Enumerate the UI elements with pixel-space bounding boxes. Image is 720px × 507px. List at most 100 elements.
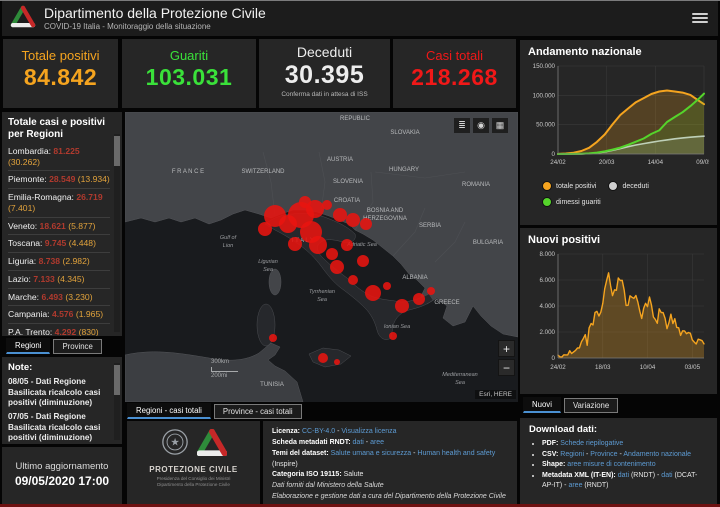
text-segment: Dati forniti dal Ministero della Salute: [272, 482, 384, 489]
region-list-item-lazio[interactable]: Lazio: 7.133 (4.345): [8, 270, 110, 288]
covid-cluster-bubble[interactable]: [322, 200, 332, 210]
map-country-label: SLOVENIA: [333, 179, 363, 185]
link-cc-by-4-0[interactable]: CC-BY-4.0: [302, 428, 335, 435]
region-list-item-piemonte[interactable]: Piemonte: 28.549 (13.934): [8, 170, 110, 188]
last-update-panel: Ultimo aggiornamento 09/05/2020 17:00: [2, 447, 122, 505]
svg-text:10/04: 10/04: [640, 364, 656, 371]
covid-cluster-bubble[interactable]: [333, 208, 347, 222]
basemap-globe-icon[interactable]: ◉: [473, 118, 489, 133]
link-andamento-nazionale[interactable]: Andamento nazionale: [623, 451, 691, 458]
map-attribution: Esri, HERE: [475, 390, 516, 399]
link-schede-riepilogative[interactable]: Schede riepilogative: [560, 440, 623, 447]
link-regioni[interactable]: Regioni: [560, 451, 584, 458]
credit-line: Categoria ISO 19115: Salute: [272, 470, 508, 481]
andamento-chart[interactable]: 050.000100.000150.00024/0220/0314/0409/0…: [528, 60, 709, 172]
chart-tab-nuovi[interactable]: Nuovi: [523, 397, 561, 413]
map-canvas[interactable]: Gulf ofLionLigurianSeaAdriatic SeaTyrrhe…: [125, 112, 518, 402]
region-list-item-marche[interactable]: Marche: 6.493 (3.230): [8, 288, 110, 306]
regions-scrollbar[interactable]: [114, 134, 120, 332]
zoom-out-button[interactable]: −: [498, 359, 515, 376]
download-item: CSV: Regioni - Province - Andamento nazi…: [542, 450, 708, 461]
covid-cluster-bubble[interactable]: [334, 359, 340, 365]
header-titles: Dipartimento della Protezione Civile COV…: [44, 6, 266, 31]
text-segment: (RNDT) -: [629, 472, 661, 479]
covid-cluster-bubble[interactable]: [288, 237, 302, 251]
region-list-item-veneto[interactable]: Veneto: 18.621 (5.877): [8, 217, 110, 235]
notes-scrollbar[interactable]: [114, 363, 120, 440]
region-list-item-emilia-romagna[interactable]: Emilia-Romagna: 26.719 (7.401): [8, 188, 110, 216]
credit-line: Scheda metadati RNDT: dati - aree: [272, 438, 508, 449]
covid-cluster-bubble[interactable]: [357, 255, 369, 267]
andamento-nazionale-panel: Andamento nazionale 050.000100.000150.00…: [520, 40, 717, 225]
region-list-item-toscana[interactable]: Toscana: 9.745 (4.448): [8, 234, 110, 252]
link-aree[interactable]: aree: [370, 439, 384, 446]
legend-item-dimessi-guariti: dimessi guariti: [542, 197, 601, 207]
zoom-in-button[interactable]: +: [498, 340, 515, 357]
link-aree-misure-di-contenimento[interactable]: aree misure di contenimento: [567, 461, 655, 468]
map-scalebar: 300km 200mi: [211, 358, 238, 381]
covid-cluster-bubble[interactable]: [389, 332, 397, 340]
covid-cluster-bubble[interactable]: [348, 275, 358, 285]
map-country-label: F R A N C E: [172, 169, 204, 175]
map-tab-province-casi-totali[interactable]: Province - casi totali: [214, 404, 302, 419]
covid-cluster-bubble[interactable]: [383, 282, 391, 290]
covid-cluster-bubble[interactable]: [326, 248, 338, 260]
region-list: Lombardia: 81.225 (30.262)Piemonte: 28.5…: [8, 143, 110, 336]
text-segment: PDF:: [542, 440, 560, 447]
link-dati[interactable]: dati: [618, 472, 629, 479]
stat-deceduti-note: Conferma dati in attesa di ISS: [259, 91, 390, 98]
stat-value: 103.031: [122, 64, 256, 91]
tab-province[interactable]: Province: [53, 339, 101, 354]
region-list-item-lombardia[interactable]: Lombardia: 81.225 (30.262): [8, 143, 110, 170]
text-segment: Scheda metadati RNDT:: [272, 439, 353, 446]
notes-panel: Note: 08/05 - Dati Regione Basilicata ri…: [2, 357, 122, 444]
hamburger-menu-icon[interactable]: [692, 11, 708, 25]
region-list-item-liguria[interactable]: Liguria: 8.738 (2.982): [8, 252, 110, 270]
region-list-item-p-a-trento[interactable]: P.A. Trento: 4.292 (830): [8, 323, 110, 336]
covid-cluster-bubble[interactable]: [346, 213, 360, 227]
download-item: Shape: aree misure di contenimento: [542, 460, 708, 471]
link-salute-umana-e-sicurezza[interactable]: Salute umana e sicurezza: [331, 450, 412, 457]
legend-item-deceduti: deceduti: [608, 181, 648, 191]
covid-cluster-bubble[interactable]: [299, 196, 311, 208]
last-update-value: 09/05/2020 17:00: [2, 474, 122, 488]
covid-cluster-bubble[interactable]: [360, 218, 372, 230]
map[interactable]: Gulf ofLionLigurianSeaAdriatic SeaTyrrhe…: [125, 112, 518, 402]
link-dati[interactable]: dati: [661, 472, 672, 479]
covid-cluster-bubble[interactable]: [341, 239, 353, 251]
legend-item-totale-positivi: totale positivi: [542, 181, 596, 191]
map-country-label: BULGARIA: [473, 240, 503, 246]
nuovi-tabs: NuoviVariazione: [523, 397, 618, 413]
chart-tab-variazione[interactable]: Variazione: [564, 398, 618, 413]
text-segment: (RNDT): [582, 482, 608, 489]
tab-regioni[interactable]: Regioni: [6, 338, 50, 354]
stat-totale-positivi: Totale positivi 84.842: [3, 39, 118, 108]
covid-cluster-bubble[interactable]: [365, 285, 381, 301]
map-country-label: AUSTRIA: [327, 157, 353, 163]
link-province[interactable]: Province: [590, 451, 617, 458]
link-aree[interactable]: aree: [568, 482, 582, 489]
covid-cluster-bubble[interactable]: [309, 236, 327, 254]
basemap-grid-icon[interactable]: ▦: [492, 118, 508, 133]
header: Dipartimento della Protezione Civile COV…: [2, 1, 718, 36]
covid-cluster-bubble[interactable]: [427, 287, 435, 295]
covid-cluster-bubble[interactable]: [330, 260, 344, 274]
covid-dashboard: Dipartimento della Protezione Civile COV…: [0, 0, 720, 507]
stat-value: 84.842: [3, 64, 118, 91]
note-line: 07/05 - Dati Regione Basilicata ricalcol…: [8, 412, 108, 444]
chart-title: Nuovi positivi: [528, 234, 709, 246]
link-human-health-and-safety[interactable]: Human health and safety: [417, 450, 495, 457]
link-dati[interactable]: dati: [353, 439, 364, 446]
region-list-item-campania[interactable]: Campania: 4.576 (1.965): [8, 305, 110, 323]
chart-legend: totale positivi deceduti dimessi guariti: [542, 181, 709, 213]
link-visualizza-licenza[interactable]: Visualizza licenza: [341, 428, 396, 435]
map-tab-regioni-casi-totali[interactable]: Regioni - casi totali: [127, 403, 211, 419]
nuovi-positivi-chart[interactable]: 02.0004.0006.0008.00024/0218/0310/0403/0…: [528, 248, 709, 382]
covid-cluster-bubble[interactable]: [395, 299, 409, 313]
covid-cluster-bubble[interactable]: [269, 334, 277, 342]
map-sea-label: Lion: [223, 243, 233, 249]
covid-cluster-bubble[interactable]: [413, 293, 425, 305]
legend-icon[interactable]: ≣: [454, 118, 470, 133]
covid-cluster-bubble[interactable]: [318, 353, 328, 363]
covid-cluster-bubble[interactable]: [258, 222, 272, 236]
